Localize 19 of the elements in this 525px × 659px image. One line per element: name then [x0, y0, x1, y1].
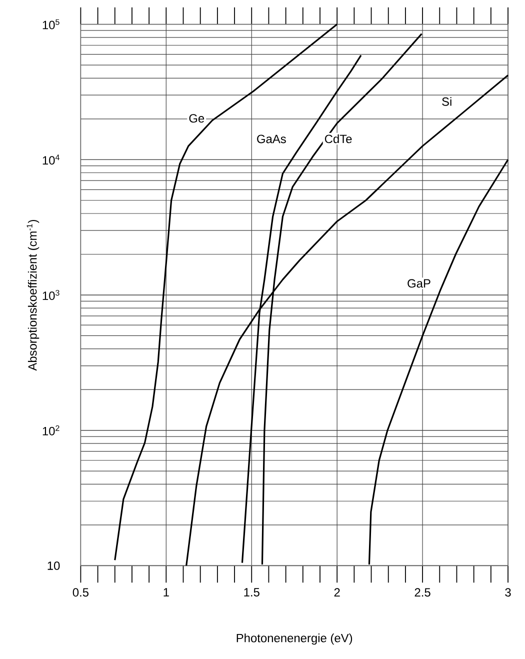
series-label: GaP [408, 279, 430, 288]
x-tick-label: 2.5 [414, 588, 430, 597]
x-tick-label: 3 [505, 588, 511, 597]
y-tick-label: 10$^{4}$ [42, 154, 60, 165]
x-tick-label: 1.5 [244, 588, 260, 596]
y-tick-label: 10$^{5}$ [42, 19, 60, 30]
series-label: GaAs [257, 134, 286, 144]
y-tick-label: 10 [48, 561, 60, 570]
y-tick-label: 10$^{2}$ [42, 425, 60, 436]
series-label: Ge [189, 114, 204, 123]
y-axis-title: Absorptionskoeffizient (cm$^{-1}$) [26, 220, 40, 371]
line-series [368, 158, 509, 566]
x-tick-label: 0.5 [72, 588, 88, 597]
series-label: Si [442, 97, 452, 106]
x-tick-label: 2 [334, 588, 340, 597]
series-label: CdTe [324, 134, 352, 144]
y-tick-label: 10$^{3}$ [42, 290, 60, 300]
x-axis-title: Photonenenergie (eV) [236, 634, 352, 645]
x-tick-label: 1 [164, 588, 169, 596]
